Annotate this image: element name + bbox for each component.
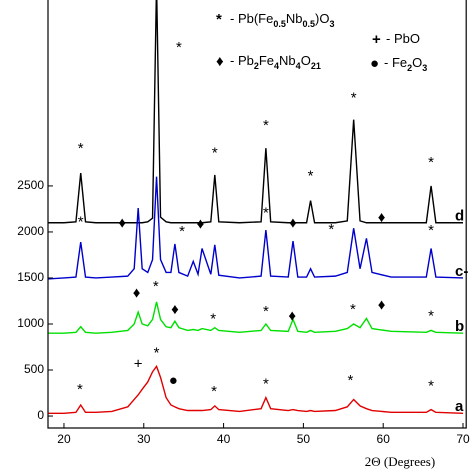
- peak-marker: ♦: [378, 209, 386, 226]
- legend-subscript: 4: [274, 61, 279, 71]
- legend-symbol: *: [216, 11, 222, 28]
- series-line: [48, 0, 464, 224]
- peak-marker: *: [212, 145, 218, 162]
- peak-marker: *: [351, 89, 357, 106]
- peak-marker: *: [428, 308, 434, 325]
- series-label: b: [455, 318, 464, 335]
- legend-text: - Fe2O3: [384, 55, 427, 73]
- legend-text: - PbO: [386, 31, 420, 46]
- series-line: [48, 176, 464, 280]
- peak-marker: *: [348, 372, 354, 389]
- peak-marker: *: [153, 278, 159, 295]
- peak-marker: *: [428, 378, 434, 395]
- y-tick-label: 2500: [17, 178, 44, 192]
- legend-subscript: 3: [329, 19, 334, 29]
- series-line: [48, 364, 464, 414]
- series-label: d: [455, 208, 464, 225]
- peak-marker: ♦: [133, 285, 141, 302]
- peak-marker: *: [78, 140, 84, 157]
- legend-part: - Pb(Fe: [230, 11, 273, 26]
- peak-marker: +: [134, 355, 143, 372]
- peak-marker: *: [154, 344, 160, 361]
- x-tick-label: 60: [377, 432, 391, 446]
- peak-marker: *: [428, 222, 434, 239]
- x-tick-label: 30: [137, 432, 151, 446]
- peak-marker: *: [179, 223, 185, 240]
- peak-marker: *: [263, 117, 269, 134]
- x-tick-label: 40: [217, 432, 231, 446]
- legend-subscript: 0.5: [273, 19, 286, 29]
- peak-marker: *: [308, 168, 314, 185]
- x-axis-label: 2Θ (Degrees): [365, 454, 435, 469]
- x-tick-label: 50: [297, 432, 311, 446]
- legend-part: Fe: [259, 53, 274, 68]
- peak-marker: ♦: [288, 308, 296, 325]
- legend-text: - Pb(Fe0.5Nb0.5)O3: [230, 11, 334, 29]
- series-label: c-: [455, 263, 468, 280]
- peak-marker: *: [77, 381, 83, 398]
- y-tick-label: 2000: [17, 224, 44, 238]
- legend-subscript: 2: [407, 63, 412, 73]
- legend-symbol: ♦: [216, 53, 224, 70]
- peak-marker: *: [176, 39, 182, 56]
- peak-marker: *: [211, 383, 217, 400]
- peak-marker: *: [210, 310, 216, 327]
- series-line: [48, 301, 464, 334]
- legend-subscript: 0.5: [302, 19, 315, 29]
- y-tick-label: 0: [37, 408, 44, 422]
- legend-part: Nb: [279, 53, 296, 68]
- legend-text: - Pb2Fe4Nb4O21: [230, 53, 321, 71]
- peak-marker: ♦: [289, 215, 297, 232]
- legend-part: )O: [315, 11, 329, 26]
- legend-part: O: [301, 53, 311, 68]
- y-tick-label: 1000: [17, 316, 44, 330]
- peak-marker: ♦: [171, 301, 179, 318]
- series-label: a: [455, 398, 464, 415]
- y-tick-label: 1500: [17, 270, 44, 284]
- axis-frame: [47, 0, 467, 429]
- peak-marker: *: [263, 205, 269, 222]
- legend-subscript: 4: [296, 61, 301, 71]
- peak-marker: *: [263, 376, 269, 393]
- peak-marker: *: [328, 221, 334, 238]
- x-tick-label: 20: [57, 432, 71, 446]
- peak-marker: *: [263, 303, 269, 320]
- y-tick-label: 500: [24, 362, 44, 376]
- peak-marker: *: [428, 154, 434, 171]
- legend-subscript: 2: [254, 61, 259, 71]
- peak-marker: ♦: [118, 215, 126, 232]
- plot-area: [48, 0, 464, 414]
- legend-part: - Pb: [230, 53, 254, 68]
- x-tick-label: 70: [456, 432, 470, 446]
- legend-subscript: 3: [422, 63, 427, 73]
- legend-part: - PbO: [386, 31, 420, 46]
- peak-marker: ●: [169, 372, 178, 389]
- legend-part: Nb: [286, 11, 303, 26]
- legend-part: O: [412, 55, 422, 70]
- legend-subscript: 21: [311, 61, 321, 71]
- peak-marker: ♦: [378, 297, 386, 314]
- peak-marker: *: [78, 214, 84, 231]
- legend-symbol: ●: [370, 55, 379, 72]
- peak-marker: ♦: [197, 216, 205, 233]
- legend-part: - Fe: [384, 55, 407, 70]
- peak-marker: *: [350, 301, 356, 318]
- legend-symbol: +: [372, 31, 381, 48]
